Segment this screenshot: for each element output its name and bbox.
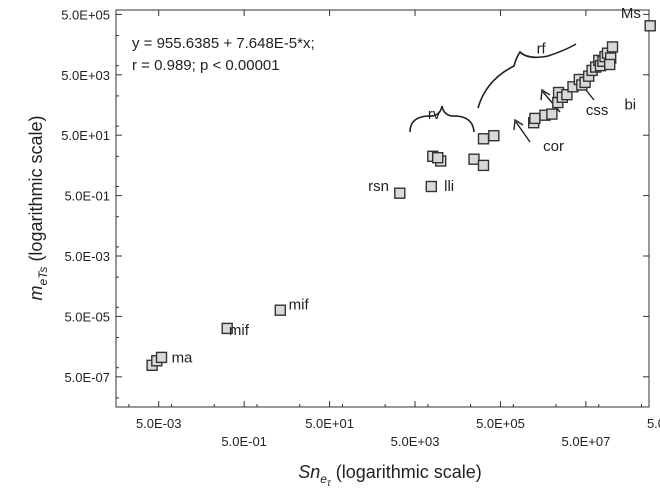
annotation-mif: mif: [289, 296, 310, 313]
plot-frame: [115, 9, 650, 408]
x-axis-label: Sneτ (logarithmic scale): [298, 462, 482, 489]
data-point: [604, 58, 616, 71]
rf-brace: [477, 43, 577, 109]
annotation-bi: bi: [624, 96, 636, 113]
data-point: [561, 88, 573, 101]
data-point: [274, 304, 286, 316]
annotation-rsn: rsn: [368, 178, 389, 195]
x-tick-label: 5.0E+07: [562, 434, 611, 449]
y-tick-label: 5.0E-01: [64, 189, 110, 204]
data-point: [546, 108, 558, 120]
annotation-ms: Ms: [621, 5, 641, 22]
y-axis-label: meTs (logarithmic scale): [26, 116, 50, 301]
point-annotations: ma mif mif rsn lli rv cor css bi rf Ms: [172, 5, 641, 366]
cor-arrow: [515, 121, 531, 143]
annotation-rv: rv: [428, 106, 441, 123]
data-point: [394, 187, 406, 199]
css-arrow-head: [540, 88, 551, 101]
annotation-ma: ma: [172, 349, 193, 366]
data-point: [155, 351, 168, 364]
regression-stats: r = 0.989; p < 0.00001: [132, 57, 280, 74]
x-tick-label: 5.0E+05: [476, 416, 525, 431]
y-tick-label: 5.0E+03: [61, 68, 110, 83]
y-tick-label: 5.0E-07: [64, 370, 110, 385]
x-tick-label: 5.0E+03: [391, 434, 440, 449]
x-tick-label: 5.0E-03: [136, 416, 182, 431]
annotation-mif: mif: [229, 322, 250, 339]
x-axis: 5.0E-03 5.0E-01 5.0E+01 5.0E+03 5.0E+05 5.0E+…: [128, 10, 660, 449]
data-point: [606, 41, 619, 53]
data-point: [529, 112, 541, 125]
regression-equation: y = 955.6385 + 7.648E-5*x;: [132, 35, 315, 52]
x-tick-label: 5.0E+09: [647, 416, 660, 431]
y-tick-label: 5.0E+05: [61, 7, 110, 22]
annotation-rf: rf: [537, 41, 547, 58]
annotation-lli: lli: [444, 178, 454, 195]
data-point: [644, 20, 656, 32]
annotation-css: css: [586, 102, 609, 119]
y-tick-label: 5.0E-03: [64, 249, 110, 264]
brace-group: [409, 43, 577, 133]
data-point: [432, 151, 444, 164]
data-point: [425, 180, 437, 193]
data-point: [468, 153, 480, 165]
data-point: [488, 129, 500, 142]
data-points: [146, 20, 656, 371]
x-tick-label: 5.0E-01: [221, 434, 267, 449]
cor-arrow-head: [513, 118, 524, 131]
y-axis: 5.0E-07 5.0E-05 5.0E-03 5.0E-01 5.0E+01 5.0E+…: [61, 7, 649, 399]
y-tick-label: 5.0E-05: [64, 309, 110, 324]
data-point: [221, 322, 233, 335]
rv-brace: [409, 105, 475, 133]
x-tick-label: 5.0E+01: [305, 416, 354, 431]
y-tick-label: 5.0E+01: [61, 128, 110, 143]
data-point: [477, 133, 490, 145]
annotation-cor: cor: [543, 138, 564, 155]
data-point: [477, 159, 490, 172]
